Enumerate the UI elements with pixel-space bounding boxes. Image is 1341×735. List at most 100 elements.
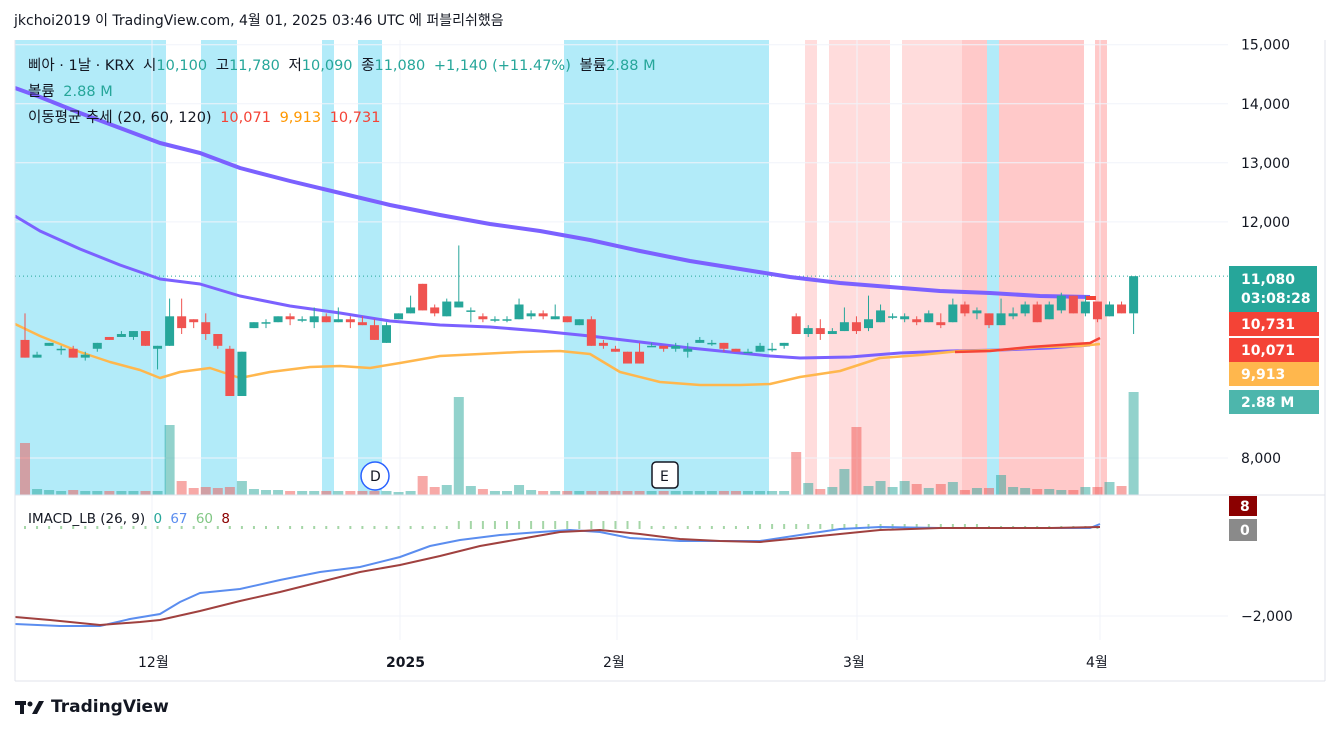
candle-body: [20, 339, 30, 358]
volume-row-label[interactable]: 볼륨: [28, 84, 55, 100]
volume-bar: [803, 483, 814, 495]
candle-body: [418, 283, 428, 311]
ma20-badge-text: 10,071: [1241, 343, 1295, 359]
macd-v3: 60: [195, 511, 214, 527]
volume-bar: [911, 484, 922, 495]
candle-body: [478, 316, 488, 320]
candle-body: [321, 316, 331, 323]
candle-body: [273, 316, 283, 323]
volume-value: 2.88 M: [606, 58, 656, 74]
candle-body: [309, 316, 319, 323]
candle-body: [249, 322, 259, 329]
volume-bar: [851, 427, 862, 495]
candle-body: [815, 328, 825, 335]
symbol-label[interactable]: 삐아 · 1날 · KRX: [28, 58, 135, 74]
volume-bar: [224, 487, 235, 495]
macd-histogram-bar: [168, 526, 171, 529]
candle-body: [791, 316, 801, 335]
ma60-badge-bg: [1229, 362, 1319, 386]
candle-body: [189, 319, 199, 323]
candle-body: [80, 354, 90, 358]
volume-bar: [815, 489, 826, 495]
volume-bar: [791, 452, 802, 495]
candle-body: [514, 304, 524, 320]
high-value: 11,780: [229, 58, 280, 74]
candle-body: [550, 316, 560, 320]
candle-body: [1129, 276, 1139, 314]
macd-histogram-bar: [349, 526, 352, 529]
macd-histogram-bar: [361, 526, 364, 529]
volume-bar: [875, 481, 886, 495]
ma120-badge-bg: [1229, 312, 1319, 336]
ma60-line: [14, 214, 1091, 360]
macd-signal-line: [14, 526, 1101, 627]
candle-body: [454, 301, 464, 308]
macd-histogram-bar: [385, 526, 388, 529]
macd-histogram-bar: [927, 524, 930, 529]
candle-body: [261, 322, 271, 324]
volume-bar: [694, 491, 705, 495]
macd-histogram-bar: [373, 526, 376, 529]
macd-histogram-bar: [518, 521, 521, 529]
macd-histogram-bar: [132, 526, 135, 529]
volume-bar: [405, 491, 416, 495]
macd-histogram-bar: [578, 521, 581, 529]
macd-histogram-bar: [759, 524, 762, 529]
macd-bottom-badge-bg: [1229, 519, 1257, 541]
macd-histogram-bar: [951, 524, 954, 529]
volume-bar: [562, 491, 573, 495]
macd-top-badge-text: 8: [1240, 499, 1250, 515]
candle-body: [369, 325, 379, 340]
y-tick-label: 14,000: [1241, 97, 1290, 113]
ma-label[interactable]: 이동평균 추세 (20, 60, 120): [28, 110, 212, 126]
volume-bar: [743, 491, 753, 495]
macd-histogram-bar: [747, 526, 749, 529]
macd-histogram-bar: [36, 526, 39, 529]
x-tick-label: 4월: [1086, 655, 1108, 671]
close-badge-bg: [1229, 266, 1317, 312]
volume-bar: [984, 488, 994, 495]
volume-bar: [369, 491, 380, 495]
macd-histogram-bar: [180, 526, 183, 529]
candle-body: [779, 342, 789, 346]
volume-bar: [1128, 392, 1139, 495]
volume-bar: [128, 491, 139, 495]
volume-bar: [670, 491, 681, 495]
macd-label[interactable]: IMACD_LB (26, 9): [28, 511, 146, 527]
volume-bar: [489, 491, 500, 495]
macd-histogram-bar: [469, 521, 472, 529]
candle-body: [864, 319, 873, 329]
volume-bar: [20, 443, 30, 495]
volume-bar: [538, 491, 549, 495]
candle-body: [56, 348, 66, 351]
macd-v2: 67: [170, 511, 188, 527]
candle-body: [936, 322, 946, 326]
volume-bar: [767, 491, 778, 495]
candle-body: [237, 351, 247, 397]
volume-bar: [730, 491, 741, 495]
macd-histogram-bar: [325, 526, 328, 529]
volume-bar: [429, 487, 440, 495]
price-badges: 11,080 03:08:28 10,731 10,071 9,913 2.88 M 8 0: [1229, 266, 1319, 541]
volume-bar: [887, 487, 898, 495]
macd-histogram-bar: [144, 526, 147, 529]
candle-body: [562, 316, 572, 323]
volume-bar: [574, 491, 585, 495]
candle-body: [297, 319, 307, 321]
volume-bar: [923, 488, 934, 495]
macd-histogram-bar: [96, 526, 99, 529]
volume-bar: [116, 491, 127, 495]
macd-histogram-bar: [192, 526, 195, 529]
candle-body: [538, 313, 548, 317]
earnings-marker-label: E: [660, 469, 669, 485]
volume-bar: [261, 490, 271, 495]
earnings-marker: [651, 461, 679, 489]
publish-header: jkchoi2019 이 TradingView.com, 4월 01, 202…: [14, 13, 504, 29]
tradingview-brand[interactable]: TradingView: [15, 697, 169, 717]
candle-body: [382, 325, 391, 343]
macd-histogram-bar: [915, 524, 918, 529]
close-badge-text: 11,080: [1241, 272, 1295, 288]
macd-histogram-bar: [867, 524, 870, 529]
volume-bar: [32, 489, 43, 495]
